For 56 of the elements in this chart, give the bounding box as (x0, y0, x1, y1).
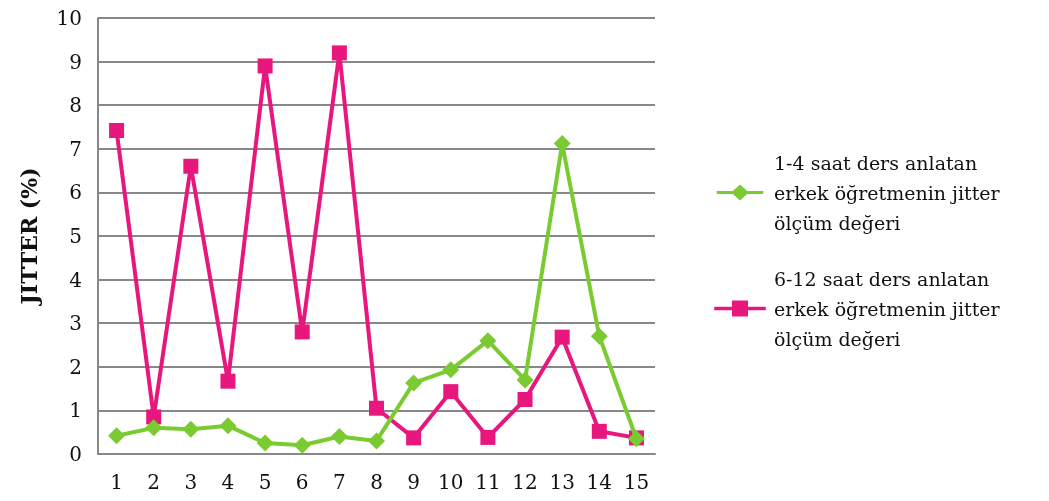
point (591, 423, 607, 439)
point (294, 324, 310, 340)
point (517, 392, 533, 407)
point (145, 419, 163, 437)
x-tick-label: 2 (147, 470, 161, 494)
x-tick-label: 15 (623, 470, 650, 494)
x-tick-label: 10 (438, 470, 464, 494)
point (220, 373, 236, 389)
point (479, 332, 497, 350)
point (590, 327, 608, 345)
point (183, 158, 199, 174)
point (406, 430, 422, 446)
x-tick-label: 8 (370, 470, 383, 494)
x-tick-label: 6 (295, 470, 309, 494)
point (443, 384, 459, 400)
y-tick-label: 2 (69, 354, 82, 379)
x-tick-label: 12 (512, 470, 538, 494)
x-tick-label: 13 (549, 470, 575, 494)
point (146, 409, 162, 425)
x-tick-label: 3 (184, 470, 198, 494)
point (293, 436, 311, 454)
y-tick-label: 7 (69, 136, 82, 161)
point (480, 429, 496, 445)
y-tick-label: 1 (69, 398, 82, 423)
point (442, 361, 460, 379)
y-tick-label: 0 (69, 442, 82, 466)
point (369, 400, 384, 416)
x-tick-label: 9 (407, 470, 420, 494)
point (108, 427, 126, 445)
point (182, 420, 200, 438)
y-tick-label: 9 (69, 49, 82, 74)
x-tick-label: 14 (586, 470, 613, 494)
point (330, 428, 348, 446)
point (368, 432, 385, 450)
y-tick-label: 10 (56, 6, 82, 30)
x-tick-label: 5 (258, 470, 272, 494)
x-tick-label: 11 (475, 470, 501, 494)
legend-label: 1-4 saat ders anlatan erkek öğretmenin jitter ölçüm değeri (774, 151, 1006, 234)
point (219, 417, 237, 435)
point (109, 122, 125, 138)
point (516, 371, 534, 389)
point (405, 374, 423, 392)
point (257, 58, 273, 74)
point (256, 434, 274, 452)
y-tick-label: 3 (69, 311, 82, 336)
y-tick-label: 4 (69, 267, 82, 292)
y-axis-title: JITTER (%) (16, 167, 42, 307)
y-tick-label: 8 (69, 93, 82, 118)
point (331, 45, 347, 61)
y-tick-label: 6 (69, 180, 82, 205)
point (554, 329, 570, 345)
y-tick-label: 5 (69, 224, 82, 248)
legend-label: 6-12 saat ders anlatan erkek öğretmenin jitter ölçüm değeri (774, 267, 1006, 350)
x-tick-label: 1 (110, 470, 123, 494)
x-tick-label: 7 (333, 470, 346, 494)
x-tick-label: 4 (221, 470, 235, 494)
